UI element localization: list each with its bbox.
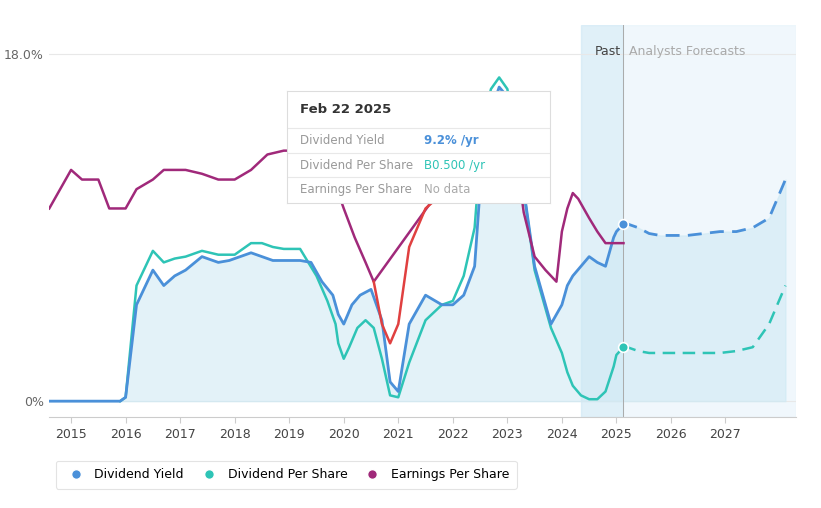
Text: B0.500 /yr: B0.500 /yr: [424, 158, 485, 172]
Text: 9.2% /yr: 9.2% /yr: [424, 134, 479, 147]
Text: Dividend Yield: Dividend Yield: [300, 134, 385, 147]
Bar: [581, 25, 623, 417]
Text: Feb 22 2025: Feb 22 2025: [300, 103, 392, 116]
Bar: [623, 25, 796, 417]
Legend: Dividend Yield, Dividend Per Share, Earnings Per Share: Dividend Yield, Dividend Per Share, Earn…: [56, 461, 517, 489]
Text: Analysts Forecasts: Analysts Forecasts: [629, 45, 745, 58]
Text: Earnings Per Share: Earnings Per Share: [300, 183, 412, 196]
Text: Dividend Per Share: Dividend Per Share: [300, 158, 414, 172]
Text: Past: Past: [594, 45, 621, 58]
Text: No data: No data: [424, 183, 470, 196]
